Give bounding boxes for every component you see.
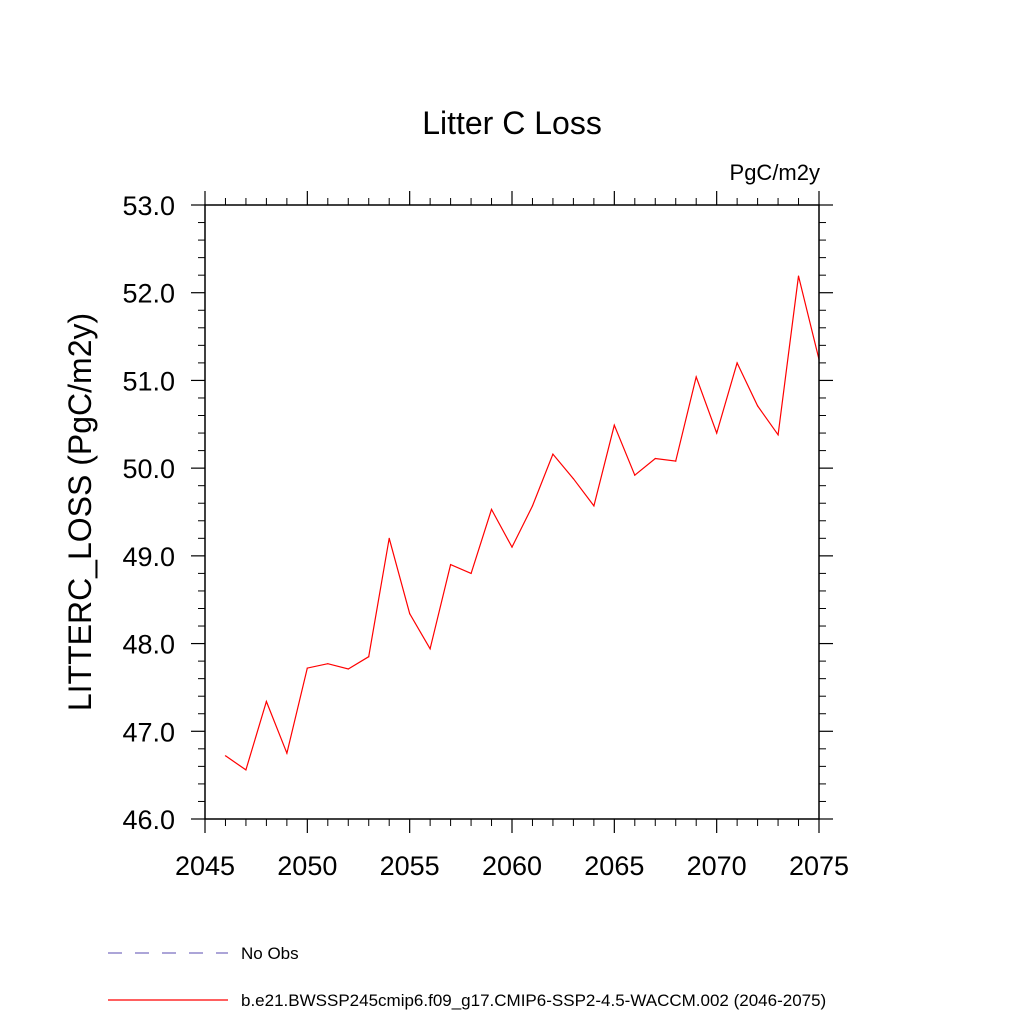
- data-point: [797, 275, 800, 277]
- data-point: [716, 432, 718, 434]
- data-point: [327, 663, 329, 665]
- data-point: [450, 564, 452, 566]
- data-point: [777, 434, 779, 436]
- x-tick-label: 2075: [789, 851, 849, 881]
- data-point: [593, 505, 595, 507]
- data-point: [634, 474, 636, 476]
- plot-frame: [204, 204, 820, 820]
- x-tick-label: 2055: [380, 851, 440, 881]
- y-tick-label: 48.0: [122, 630, 175, 660]
- y-tick-label: 50.0: [122, 454, 175, 484]
- x-tick-label: 2050: [277, 851, 337, 881]
- plot-data: [224, 275, 820, 771]
- data-point: [511, 546, 513, 548]
- x-tick-label: 2045: [175, 851, 235, 881]
- legend: No Obs b.e21.BWSSP245cmip6.f09_g17.CMIP6…: [108, 944, 826, 1010]
- axis-ticks: [191, 191, 833, 833]
- x-tick-label: 2070: [687, 851, 747, 881]
- tick-labels: 2045 2050 2055 2060 2065 2070 2075 46.0 47.0 48.0…: [122, 191, 849, 881]
- data-point: [490, 508, 493, 510]
- data-point: [224, 755, 227, 757]
- data-point: [552, 453, 554, 455]
- data-point: [654, 457, 656, 460]
- data-point: [531, 505, 534, 507]
- y-axis-label: LITTERC_LOSS (PgC/m2y): [62, 313, 98, 711]
- x-tick-label: 2060: [482, 851, 542, 881]
- legend-label-no-obs: No Obs: [241, 944, 299, 963]
- y-tick-label: 52.0: [122, 279, 175, 309]
- data-point: [613, 424, 615, 426]
- y-tick-label: 47.0: [122, 717, 175, 747]
- data-point: [695, 376, 697, 378]
- chart-title: Litter C Loss: [422, 105, 602, 141]
- y-tick-label: 49.0: [122, 542, 175, 572]
- series-line: [225, 275, 820, 771]
- data-point: [286, 752, 288, 754]
- data-point: [409, 613, 411, 615]
- units-label: PgC/m2y: [730, 160, 820, 185]
- data-point: [470, 572, 472, 575]
- data-point: [736, 362, 738, 364]
- data-point: [572, 478, 575, 480]
- x-tick-label: 2065: [584, 851, 644, 881]
- data-point: [675, 460, 677, 462]
- legend-label-model: b.e21.BWSSP245cmip6.f09_g17.CMIP6-SSP2-4…: [241, 991, 826, 1010]
- data-point: [306, 667, 308, 669]
- data-point: [265, 700, 267, 703]
- data-point: [388, 537, 390, 539]
- y-tick-label: 51.0: [122, 366, 175, 396]
- y-tick-label: 46.0: [122, 805, 175, 835]
- data-point: [429, 648, 431, 650]
- data-point: [245, 769, 247, 771]
- data-point: [368, 656, 370, 658]
- y-tick-label: 53.0: [122, 191, 175, 221]
- data-point: [757, 405, 759, 407]
- data-point: [347, 668, 349, 670]
